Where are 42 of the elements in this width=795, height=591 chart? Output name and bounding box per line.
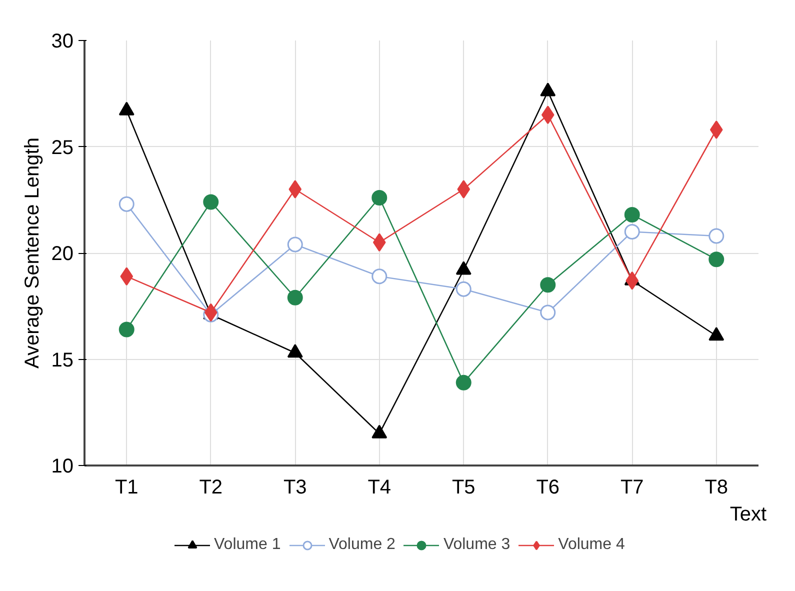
- point: [626, 271, 639, 290]
- point: [287, 290, 303, 306]
- point: [457, 180, 470, 198]
- point: [708, 228, 724, 244]
- point: [118, 322, 134, 338]
- point: [372, 190, 388, 206]
- point: [456, 374, 472, 390]
- point: [288, 180, 302, 198]
- point: [203, 194, 219, 210]
- point: [708, 252, 724, 268]
- x-axis-title: Text: [730, 504, 767, 526]
- point: [624, 207, 640, 222]
- point: [624, 224, 640, 240]
- legend-label: Volume 1: [214, 536, 281, 554]
- point: [541, 106, 554, 124]
- x-tick-label: T2: [199, 476, 223, 498]
- x-tick-label: T3: [283, 476, 307, 498]
- point: [372, 233, 386, 252]
- x-tick-label: T6: [536, 476, 560, 498]
- point: [456, 281, 472, 297]
- point: [372, 268, 388, 284]
- y-tick-label: 10: [51, 456, 74, 478]
- legend-label: Volume 3: [443, 536, 510, 554]
- point: [540, 304, 556, 320]
- x-tick-label: T8: [704, 476, 728, 498]
- point: [710, 120, 723, 139]
- x-tick-label: T4: [368, 476, 392, 498]
- point: [540, 277, 556, 293]
- point: [120, 267, 134, 286]
- y-tick-label: 15: [51, 349, 74, 372]
- y-tick-label: 25: [51, 136, 74, 159]
- point: [287, 236, 303, 252]
- point: [118, 196, 134, 212]
- x-tick-label: T1: [114, 476, 138, 498]
- x-tick-label: T7: [620, 476, 644, 498]
- legend-label: Volume 4: [558, 536, 625, 554]
- y-tick-label: 20: [51, 243, 74, 265]
- y-axis-title: Average Sentence Length: [21, 138, 44, 368]
- legend-label: Volume 2: [328, 536, 396, 554]
- y-tick-label: 30: [51, 30, 74, 52]
- point: [204, 303, 218, 322]
- x-tick-label: T5: [452, 476, 476, 498]
